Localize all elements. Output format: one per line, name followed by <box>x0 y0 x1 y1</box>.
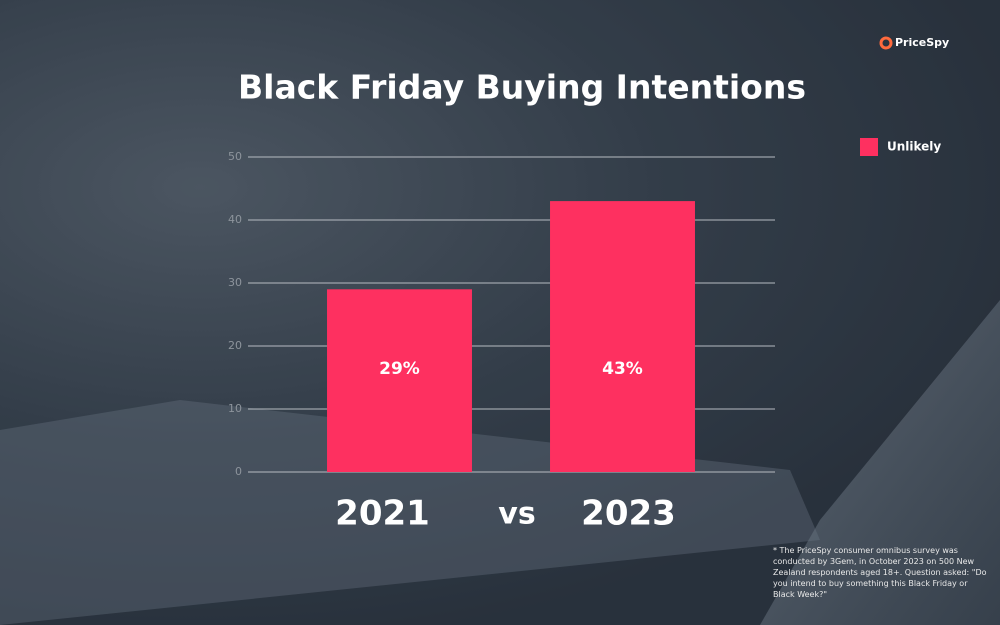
data-label: 29% <box>379 359 420 379</box>
y-tick-label: 10 <box>228 402 242 415</box>
y-tick-label: 20 <box>228 339 242 352</box>
x-tick-label: 2023 <box>581 494 676 534</box>
y-tick-label: 0 <box>235 465 242 478</box>
y-tick-label: 50 <box>228 150 242 163</box>
separator: vs <box>498 497 535 532</box>
bar <box>550 201 695 472</box>
y-tick-label: 40 <box>228 213 242 226</box>
brand: PriceSpy <box>895 36 949 49</box>
data-label: 43% <box>602 359 643 379</box>
chart-title: Black Friday Buying Intentions <box>238 68 806 107</box>
x-tick-label: 2021 <box>335 494 430 534</box>
bar <box>327 289 472 472</box>
y-tick-label: 30 <box>228 276 242 289</box>
laptop-shape <box>760 300 1000 625</box>
footnote: * The PriceSpy consumer omnibus survey w… <box>773 546 987 599</box>
legend-label: Unlikely <box>887 140 941 154</box>
logo-icon <box>879 36 893 50</box>
legend-swatch <box>860 138 878 156</box>
